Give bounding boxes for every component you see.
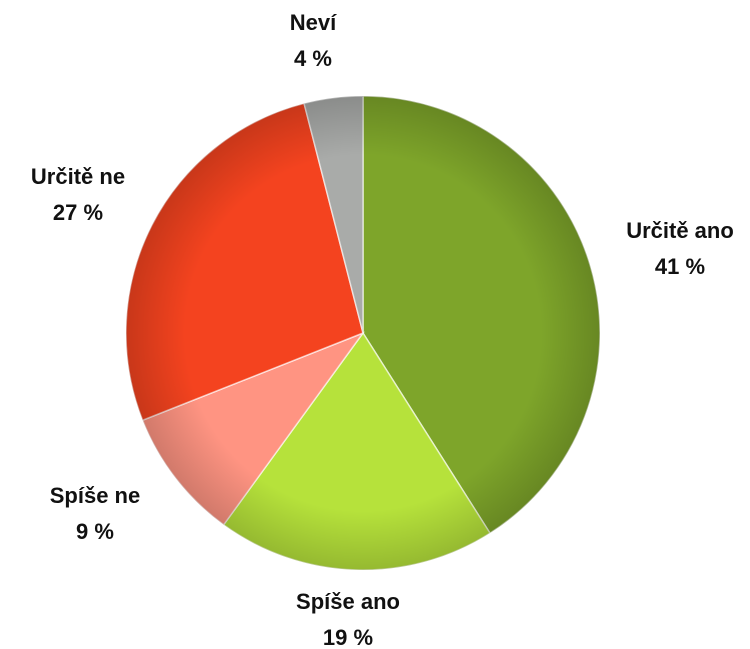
- slice-value-label: 19 %: [323, 625, 373, 649]
- slice-label: Určitě ano: [626, 218, 734, 243]
- slice-label: Neví: [290, 10, 337, 35]
- slice-value-label: 9 %: [76, 519, 114, 544]
- slice-value-label: 4 %: [294, 46, 332, 71]
- slice-label: Spíše ne: [50, 483, 140, 508]
- slice-label: Určitě ne: [31, 164, 125, 189]
- slice-value-label: 41 %: [655, 254, 705, 279]
- slice-value-label: 27 %: [53, 200, 103, 225]
- slice-label: Spíše ano: [296, 589, 400, 614]
